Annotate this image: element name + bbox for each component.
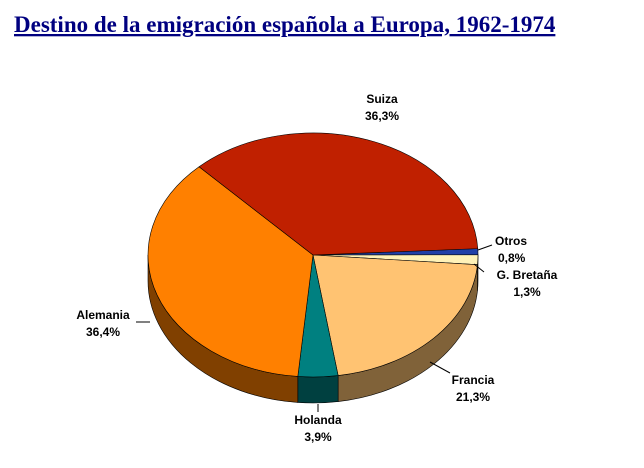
slice-label: G. Bretaña <box>497 268 558 282</box>
slice-label: Alemania <box>76 308 130 322</box>
slice <box>312 254 478 376</box>
slice-label: Francia <box>452 373 495 387</box>
slice-side <box>297 375 339 404</box>
value-label: 1,3% <box>513 285 541 299</box>
slice-label: Otros <box>495 234 527 248</box>
value-label: 21,3% <box>456 390 490 404</box>
slice-label: Holanda <box>294 413 342 427</box>
leader-line <box>473 263 485 273</box>
value-label: 36,3% <box>365 109 399 123</box>
value-label: 3,9% <box>304 430 332 444</box>
value-label: 0,8% <box>498 251 526 265</box>
value-label: 36,4% <box>86 325 120 339</box>
chart-title: Destino de la emigración española a Euro… <box>14 12 556 37</box>
leader-line <box>429 361 451 374</box>
slice <box>147 166 314 377</box>
slice <box>198 132 479 256</box>
slice-label: Suiza <box>366 92 398 106</box>
leader-line <box>477 244 493 251</box>
